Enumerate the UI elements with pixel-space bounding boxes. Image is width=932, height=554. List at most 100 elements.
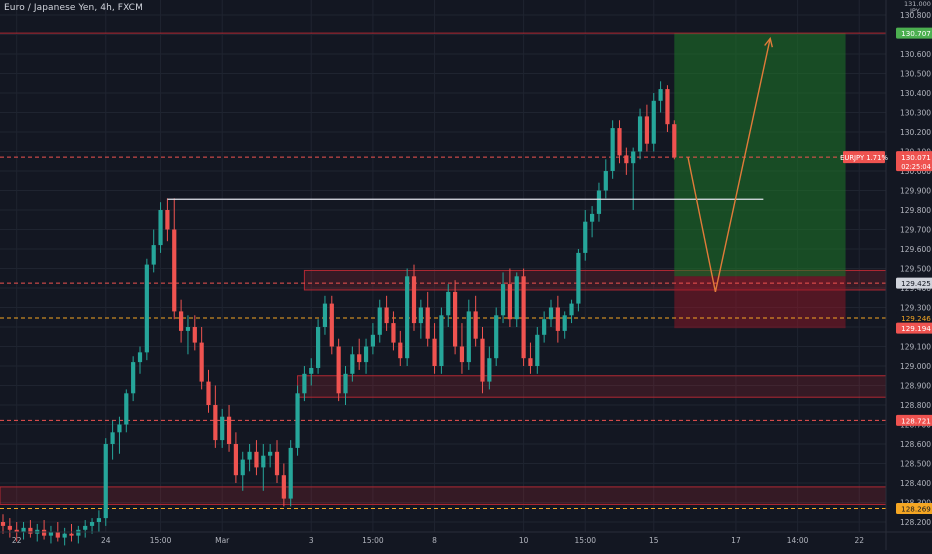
candle-body [542,319,547,335]
candle-body [213,405,218,441]
candle-body [343,373,348,394]
candle-body [411,276,417,324]
candle-body [596,190,602,214]
long-position-tool[interactable] [674,33,846,329]
candle-body [439,315,444,366]
x-tick-label: 15:00 [150,536,172,545]
candle-body [96,518,101,522]
candle-body [631,151,636,164]
candle-body [562,315,567,331]
y-tick-label: 129.800 [900,206,931,215]
candle-body [62,533,67,538]
x-tick-label: 15:00 [574,536,596,545]
x-tick-label: 15 [649,536,659,545]
candle-body [637,116,643,152]
candle-body [473,311,478,339]
candle-body [158,210,163,246]
badge-129425-text: 129.425 [901,279,931,288]
y-tick-label: 129.100 [900,343,931,352]
candle-body [21,527,26,532]
y-tick-label: 128.200 [900,518,931,527]
price-axis[interactable]: 128.200 128.300 128.400 128.500 128.600 128.7… [840,0,932,550]
y-tick-label: 128.300 [900,499,931,508]
candle-body [405,276,410,359]
y-tick-label: 128.900 [900,382,931,391]
badge-130071-countdown: 02:25:04 [901,163,931,171]
candle-body [322,303,328,327]
currency-label: JPY [909,7,920,15]
candle-body [247,451,252,460]
candle-body [432,338,437,366]
zone-middle [297,375,887,398]
candle-body [281,475,286,499]
candle-body [610,128,615,171]
candles [0,81,677,546]
candle-body [151,245,156,265]
candle-body [459,346,465,363]
candle-body [480,338,485,382]
candle-body [124,393,129,425]
badge-130071 [896,151,932,172]
candle-body [624,155,629,164]
time-axis[interactable]: 22 24 15:00 Mar 3 15:00 8 10 15:00 15 17 14:00 22 [0,531,932,545]
candle-body [658,89,663,101]
candle-body [28,527,33,534]
candle-body [528,358,533,366]
badge-130071-text: 130.071 [901,153,931,162]
badge-128721-text: 128.721 [901,416,931,425]
y-tick-label: 130.500 [900,70,931,79]
candle-body [329,303,334,347]
y-tick-label: 130.800 [900,11,931,20]
candle-body [521,276,526,359]
drawings[interactable] [167,36,773,293]
projection-path[interactable] [687,38,771,293]
y-tick-label: 130.600 [900,50,931,59]
y-tick-label: 129.700 [900,226,931,235]
candle-body [590,213,595,222]
y-tick-label: 128.800 [900,401,931,410]
candle-body [172,229,177,312]
candle-body [418,307,423,324]
candle-body [665,89,670,125]
candle-body [240,459,245,476]
candle-body [500,284,506,316]
candle-body [494,315,499,359]
x-tick-label: 14:00 [787,536,809,545]
candle-body [377,307,382,335]
candle-body [192,327,197,343]
candle-body [55,531,60,538]
candle-body [350,354,355,374]
candle-body [425,307,430,339]
y-tick-label: 130.000 [900,167,931,176]
candle-body [179,311,184,331]
y-tick-label: 128.600 [900,440,931,449]
candle-body [83,525,88,530]
candle-body [453,291,458,347]
y-tick-label: 129.900 [900,187,931,196]
badge-130707 [896,27,932,39]
candle-body [144,264,149,353]
candle-body [398,342,403,359]
candle-body [548,307,554,320]
candle-body [569,303,574,316]
badge-128721 [896,414,932,426]
x-tick-label: Mar [215,536,230,545]
candle-body [672,124,677,158]
candle-body [206,381,211,405]
x-tick-label: 24 [101,536,111,545]
candle-body [384,307,389,324]
stop-loss-zone[interactable] [674,276,846,329]
x-tick-label: 22 [12,536,22,545]
candle-body [617,128,622,156]
symbol-title: Euro / Japanese Yen, 4h, FXCM [4,3,143,13]
x-tick-label: 10 [519,536,529,545]
candle-body [48,531,54,536]
candle-body [363,346,369,363]
candle-body [137,352,143,363]
profit-zone[interactable] [674,33,846,277]
candle-body [226,416,232,444]
y-tick-label: 129.500 [900,265,931,274]
candle-body [103,444,108,519]
